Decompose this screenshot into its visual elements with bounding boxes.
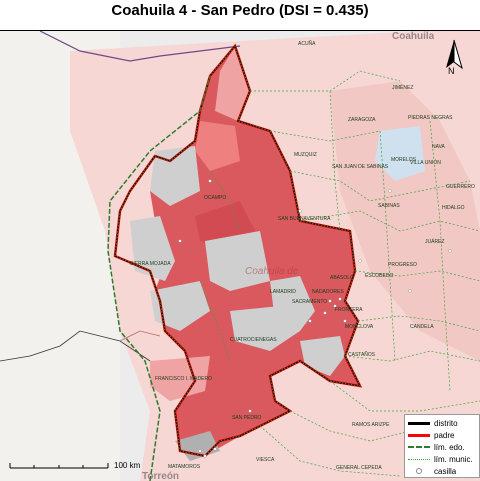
- map-canvas[interactable]: Coahuila de Coahuila Torreón ACUÑA JIMÉN…: [0, 30, 480, 481]
- state-label: Coahuila de: [245, 266, 299, 277]
- legend-swatch-distrito: [408, 421, 430, 425]
- north-label: N: [448, 66, 455, 76]
- water-body: [375, 126, 425, 181]
- gray-patch-4: [150, 281, 210, 331]
- legend-item-padre: padre: [408, 430, 454, 440]
- legend-item-munic: lím. munic.: [408, 454, 473, 464]
- legend-item-casilla: casilla: [408, 466, 456, 476]
- scale-label: 100 km: [114, 461, 141, 470]
- muni-label: JUÁREZ: [425, 238, 444, 245]
- municipal-boundaries: [199, 70, 480, 477]
- muni-label: VIESCA: [256, 457, 275, 463]
- muni-label: SAN JUAN DE SABINAS: [332, 164, 389, 170]
- casilla-points: [178, 179, 452, 458]
- legend-item-edo: lím. edo.: [408, 442, 465, 452]
- legend-label: lím. munic.: [434, 454, 473, 464]
- francisco-madero-area: [150, 356, 210, 401]
- legend-label: distrito: [434, 418, 458, 428]
- map-svg: Coahuila de Coahuila Torreón ACUÑA JIMÉN…: [0, 31, 480, 481]
- east-municipalities: [330, 81, 480, 361]
- map-title: Coahuila 4 - San Pedro (DSI = 0.435): [111, 2, 369, 19]
- muni-label: ACUÑA: [298, 40, 316, 47]
- muni-label: SACRAMENTO: [292, 299, 327, 305]
- muni-label: CANDELA: [410, 324, 434, 330]
- district-patch-2: [195, 121, 240, 171]
- muni-label: MONCLOVA: [345, 324, 374, 330]
- muni-label: PIEDRAS NEGRAS: [408, 115, 453, 121]
- municipality-labels: ACUÑA JIMÉNEZ ZARAGOZA PIEDRAS NEGRAS NA…: [130, 40, 475, 471]
- muni-label: JIMÉNEZ: [392, 84, 413, 91]
- muni-label: PROGRESO: [388, 262, 417, 268]
- muni-label: NAVA: [432, 144, 446, 150]
- muni-label: VILLA UNIÓN: [410, 159, 441, 166]
- state-line-west: [0, 330, 151, 362]
- gray-patch-3: [205, 231, 270, 291]
- border-line: [39, 31, 241, 62]
- road-line: [119, 330, 161, 342]
- muni-label: MATAMOROS: [168, 464, 201, 470]
- north-arrow-icon: [446, 39, 463, 70]
- muni-label: CUATROCIENEGAS: [230, 337, 277, 343]
- muni-label: HIDALGO: [442, 205, 465, 211]
- legend-label: padre: [434, 430, 455, 440]
- muni-label: ABASOLO: [330, 275, 354, 281]
- legend-label: lím. edo.: [434, 442, 465, 452]
- muni-label: GUERRERO: [446, 184, 475, 190]
- legend-swatch-edo: [408, 446, 430, 448]
- scale-bar: [9, 463, 109, 469]
- muni-label: RAMOS ARIZPE: [352, 422, 390, 428]
- muni-label: SAN BUENAVENTURA: [278, 216, 331, 222]
- muni-label: MORELOS: [391, 157, 417, 163]
- muni-label: SABINAS: [378, 203, 400, 209]
- legend-swatch-munic: [408, 458, 430, 460]
- muni-label: OCAMPO: [204, 195, 226, 201]
- gray-patch-2: [130, 216, 175, 281]
- gray-patch-7: [300, 336, 345, 376]
- muni-label: LAMADRID: [270, 289, 296, 295]
- muni-label: FRONTERA: [335, 307, 363, 313]
- corner-label-bottom-left: Torreón: [142, 471, 179, 481]
- muni-label: SAN PEDRO: [232, 415, 262, 421]
- muni-label: SIERRA MOJADA: [130, 261, 171, 267]
- map-legend: distrito padre lím. edo. lím. munic. cas…: [404, 414, 480, 478]
- legend-swatch-padre: [408, 433, 430, 437]
- legend-label: casilla: [434, 466, 457, 476]
- muni-label: MUZQUIZ: [294, 152, 317, 158]
- muni-label: GENERAL CEPEDA: [336, 465, 382, 471]
- muni-label: FRANCISCO I. MADERO: [155, 376, 212, 382]
- muni-label: ZARAGOZA: [348, 117, 376, 123]
- corner-label-top-right: Coahuila: [392, 31, 435, 42]
- legend-item-distrito: distrito: [408, 418, 458, 428]
- state-boundary: [107, 75, 211, 481]
- muni-label: CASTAÑOS: [348, 351, 376, 358]
- muni-label: ESCOBEDO: [365, 273, 393, 279]
- muni-label: NADADORES: [312, 289, 344, 295]
- gray-patch-1: [150, 146, 200, 206]
- gray-patch-6: [270, 276, 315, 331]
